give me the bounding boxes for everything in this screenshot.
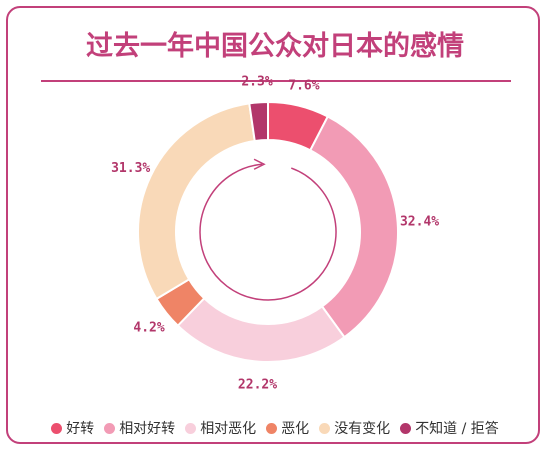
slice-value-label-2: 22.2%	[238, 378, 277, 393]
legend-label: 相对恶化	[200, 421, 257, 437]
legend-item-3: 恶化	[266, 418, 309, 438]
legend-item-0: 好转	[51, 418, 94, 438]
title-underline	[41, 80, 511, 82]
legend-label: 恶化	[281, 421, 310, 437]
slice-value-label-0: 7.6%	[288, 78, 319, 93]
legend-item-5: 不知道 / 拒答	[400, 418, 499, 438]
chart-title: 过去一年中国公众对日本的感情	[86, 31, 464, 62]
chart-legend: 好转 相对好转 相对恶化 恶化 没有变化 不知道 / 拒答	[0, 418, 550, 438]
chart-frame	[6, 6, 540, 444]
legend-item-1: 相对好转	[104, 418, 175, 438]
slice-value-label-5: 2.3%	[241, 74, 272, 89]
slice-value-label-4: 31.3%	[111, 161, 150, 176]
circular-arrow-head-icon	[253, 158, 266, 170]
legend-item-2: 相对恶化	[185, 418, 256, 438]
donut-slice-4	[137, 102, 256, 301]
legend-dot-icon	[400, 423, 412, 434]
legend-label: 相对好转	[119, 421, 176, 437]
legend-label: 不知道 / 拒答	[415, 421, 499, 437]
circular-arrow-arc	[199, 163, 337, 301]
legend-dot-icon	[266, 423, 278, 434]
donut-slice-2	[176, 296, 346, 363]
donut-slice-1	[308, 115, 399, 339]
legend-label: 没有变化	[334, 421, 391, 437]
legend-dot-icon	[51, 423, 63, 434]
legend-item-4: 没有变化	[319, 418, 390, 438]
donut-slice-5	[248, 100, 269, 143]
slice-value-label-3: 4.2%	[133, 321, 164, 336]
legend-dot-icon	[104, 423, 116, 434]
slice-value-label-1: 32.4%	[400, 215, 439, 230]
legend-dot-icon	[319, 423, 331, 434]
legend-label: 好转	[66, 421, 95, 437]
legend-dot-icon	[185, 423, 197, 434]
